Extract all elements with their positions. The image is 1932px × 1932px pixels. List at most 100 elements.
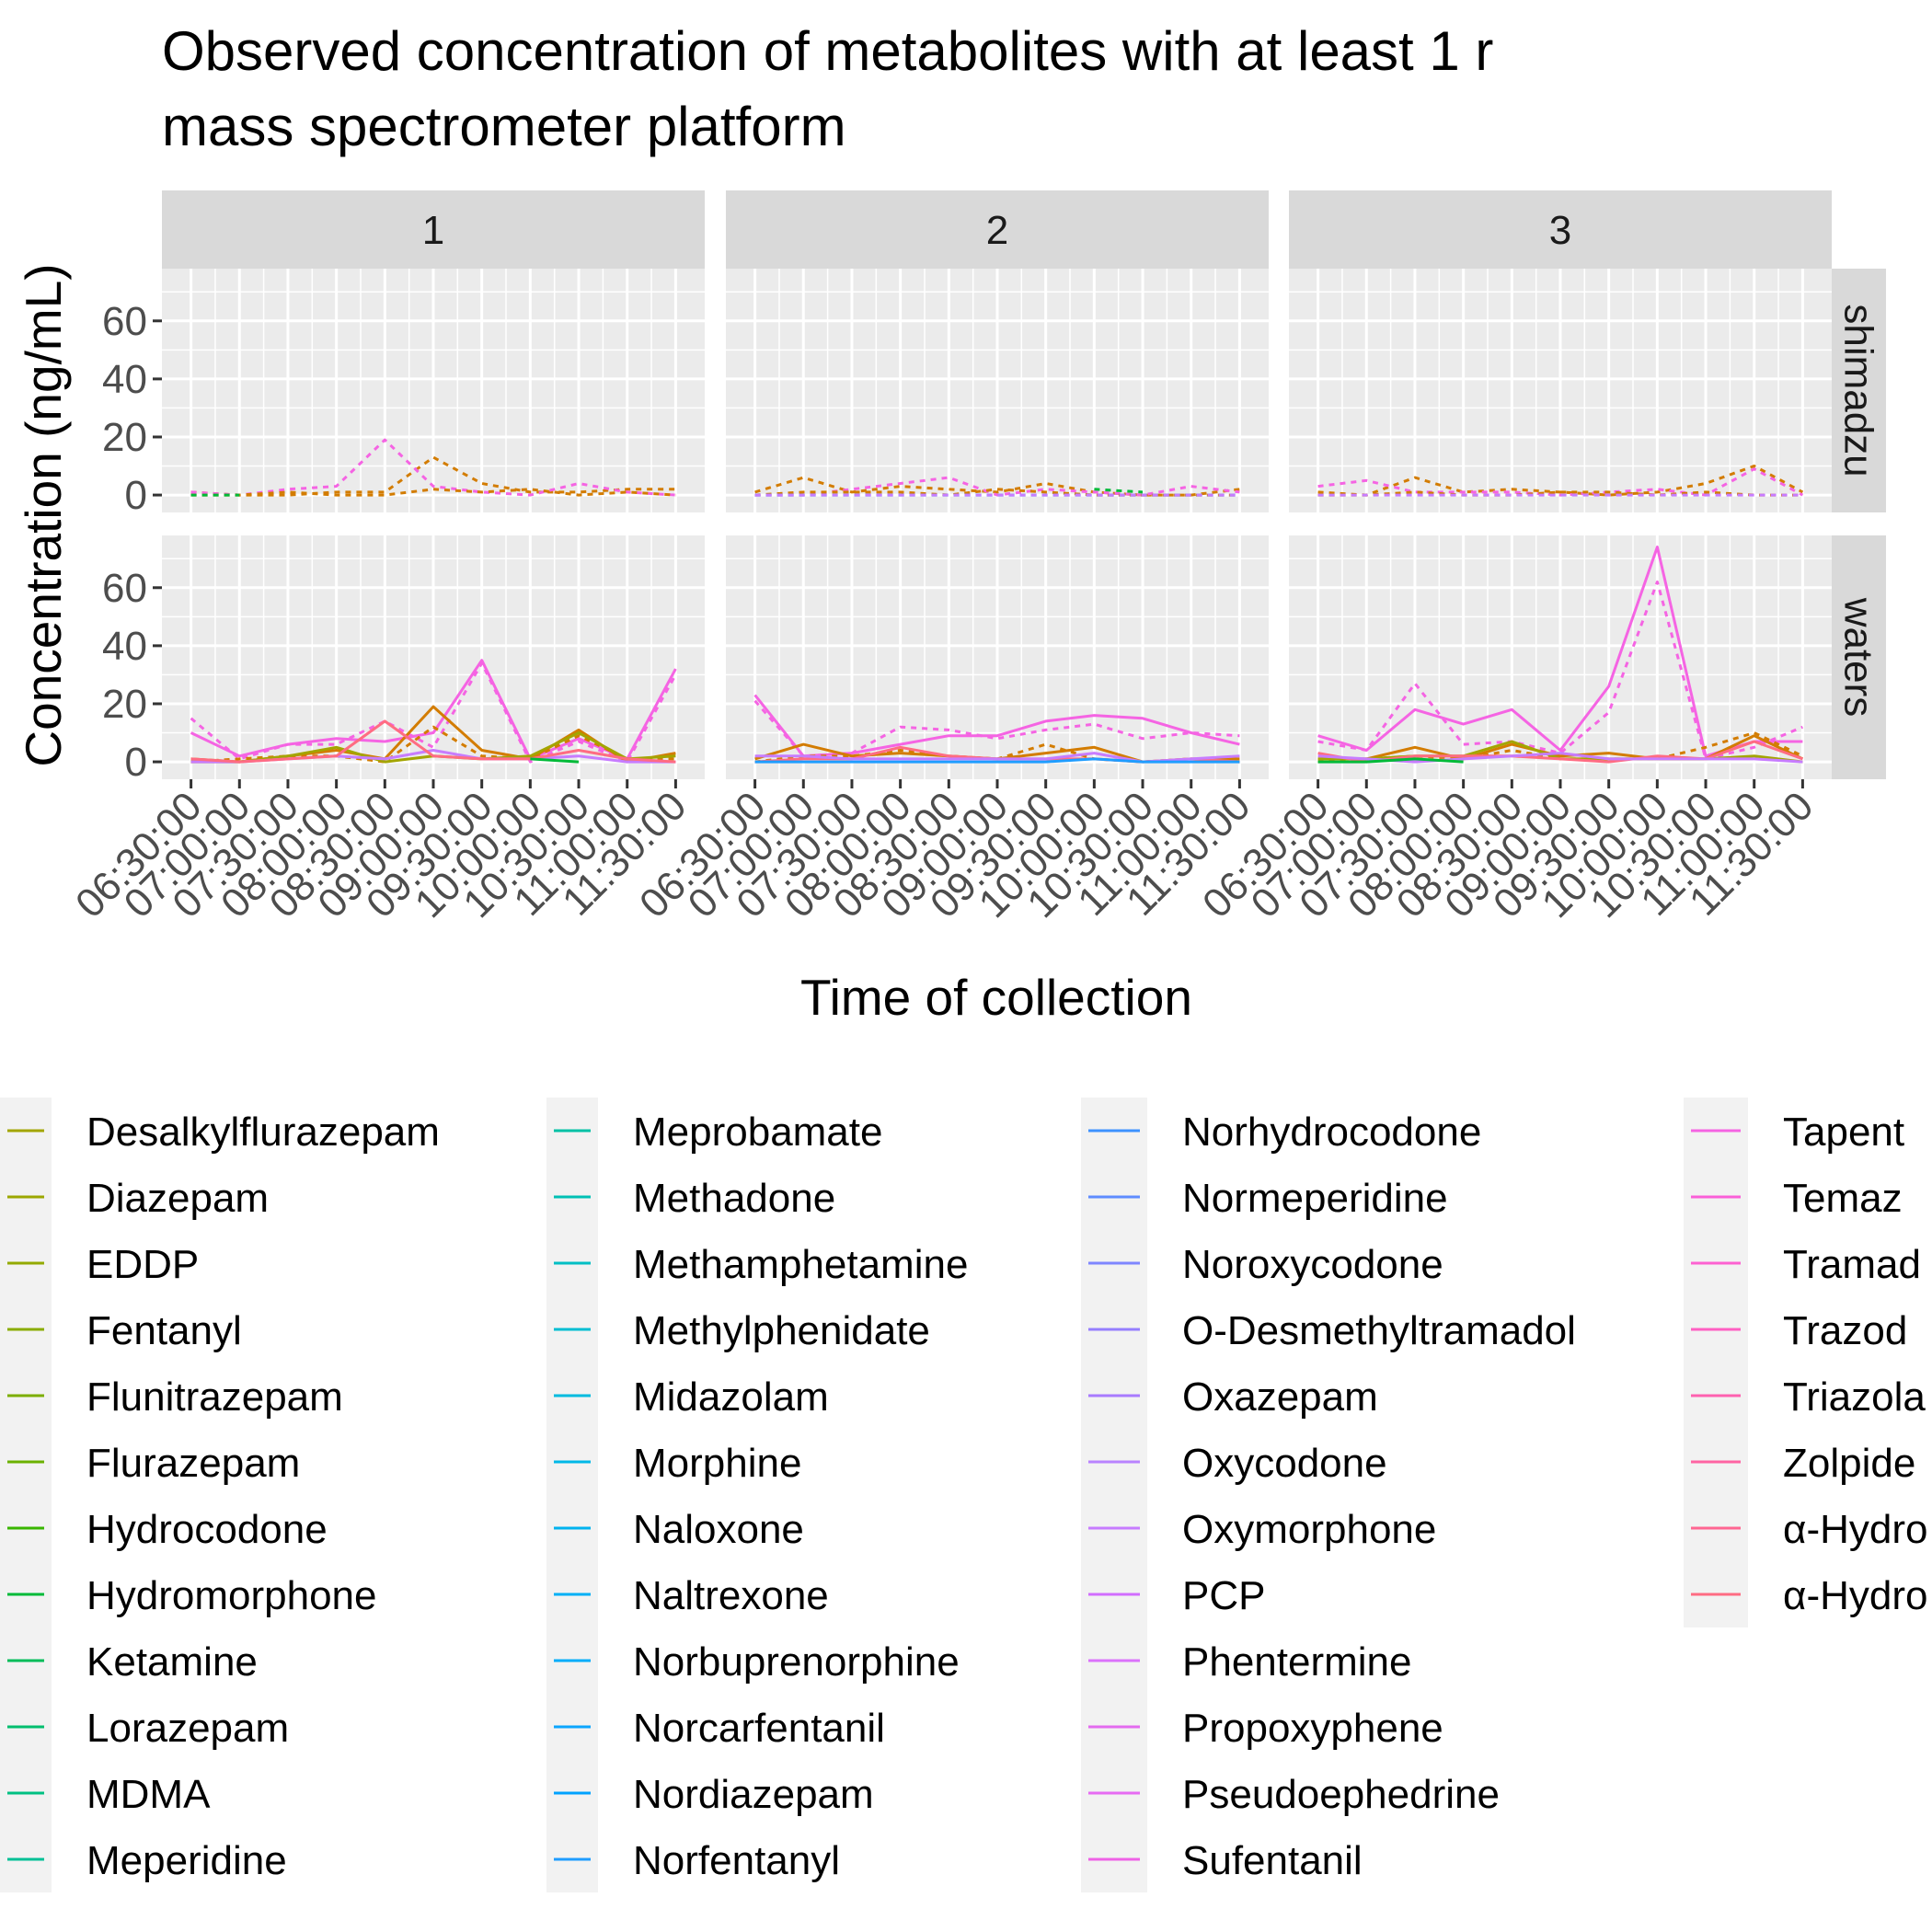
legend-label: EDDP (86, 1242, 199, 1287)
legend-item: Norcarfentanil (554, 1706, 885, 1751)
legend-item: Pseudoephedrine (1088, 1772, 1500, 1817)
legend-item: Fentanyl (7, 1308, 242, 1353)
legend-label: Midazolam (633, 1374, 829, 1420)
legend-item: Nordiazepam (554, 1772, 874, 1817)
series-line (1317, 465, 1804, 497)
legend-label: Flunitrazepam (86, 1374, 343, 1420)
legend-key-background (1081, 1098, 1147, 1892)
legend-item: MDMA (7, 1772, 211, 1817)
legend-label: Noroxycodone (1182, 1242, 1443, 1287)
y-tick-label: 60 (102, 299, 147, 344)
series-line (754, 757, 1240, 764)
legend-label: Phentermine (1182, 1639, 1411, 1685)
legend-item: Oxycodone (1088, 1441, 1387, 1486)
legend-item: Zolpide (1691, 1441, 1915, 1486)
legend-label: Diazepam (86, 1176, 269, 1221)
legend-item: Midazolam (554, 1374, 829, 1420)
legend-label: Norcarfentanil (633, 1706, 885, 1751)
series-line (190, 488, 676, 497)
legend-label: Normeperidine (1182, 1176, 1448, 1221)
series-line (1317, 734, 1804, 761)
series-line (1317, 740, 1803, 764)
legend-item: Naloxone (554, 1507, 804, 1552)
legend-item: Trazod (1691, 1308, 1907, 1353)
series-line (1317, 581, 1803, 761)
legend-label: Naltrexone (633, 1573, 829, 1618)
legend-item: Phentermine (1088, 1639, 1411, 1685)
legend-label: α-Hydro (1783, 1573, 1927, 1618)
legend-item: Tramad (1691, 1242, 1921, 1287)
legend-label: Nordiazepam (633, 1772, 874, 1817)
y-tick-label: 0 (125, 740, 147, 785)
y-tick-label: 20 (102, 415, 147, 460)
legend-label: Meperidine (86, 1838, 287, 1883)
y-tick-label: 40 (102, 357, 147, 402)
chart-subtitle: mass spectrometer platform (162, 96, 846, 157)
series-line (754, 488, 1240, 497)
series-line (1317, 490, 1803, 497)
legend-key-background (0, 1098, 52, 1892)
facet-strip-label: waters (1836, 597, 1881, 718)
facet-strip-label: shimadzu (1836, 304, 1881, 477)
panel-2-shimadzu (726, 269, 1269, 512)
legend-label: Hydrocodone (86, 1507, 328, 1552)
legend-item: Meperidine (7, 1838, 287, 1883)
legend-label: PCP (1182, 1573, 1265, 1618)
panel-2-waters: 06:30:0007:00:0007:30:0008:00:0008:30:00… (631, 535, 1269, 926)
legend-item: Noroxycodone (1088, 1242, 1443, 1287)
legend-item: Meprobamate (554, 1110, 882, 1155)
legend-item: Hydromorphone (7, 1573, 377, 1618)
legend-label: MDMA (86, 1772, 211, 1817)
series-line (1317, 757, 1464, 764)
facet-strip-2 (726, 190, 1269, 269)
legend-item: Flunitrazepam (7, 1374, 343, 1420)
series-line (1094, 488, 1144, 494)
y-tick-label: 0 (125, 473, 147, 518)
legend-label: Norfentanyl (633, 1838, 840, 1883)
legend-label: Flurazepam (86, 1441, 300, 1486)
series-line (190, 438, 676, 497)
legend-label: Temaz (1783, 1176, 1903, 1221)
legend: Desalkylflurazepam Diazepam EDDP Fentanyl Fl… (0, 1098, 1927, 1892)
legend-label: O-Desmethyltramadol (1182, 1308, 1576, 1353)
legend-item: Triazola (1691, 1374, 1926, 1420)
legend-item: Naltrexone (554, 1573, 829, 1618)
legend-label: Norhydrocodone (1182, 1110, 1481, 1155)
legend-item: α-Hydro (1691, 1573, 1927, 1618)
legend-label: Oxazepam (1182, 1374, 1378, 1420)
series-line (753, 694, 1240, 758)
legend-label: Tramad (1783, 1242, 1921, 1287)
legend-item: Lorazepam (7, 1706, 289, 1751)
legend-label: Tapent (1783, 1110, 1904, 1155)
legend-item: EDDP (7, 1242, 199, 1287)
facet-strip-waters (1831, 535, 1886, 779)
legend-label: Hydromorphone (86, 1573, 377, 1618)
legend-label: Propoxyphene (1182, 1706, 1443, 1751)
facet-strip-3 (1289, 190, 1832, 269)
legend-item: Normeperidine (1088, 1176, 1448, 1221)
legend-item: Oxazepam (1088, 1374, 1378, 1420)
series-line (190, 455, 676, 497)
facet-strip-label: 1 (422, 208, 444, 253)
facet-strip-label: 2 (986, 208, 1008, 253)
legend-item: α-Hydro (1691, 1507, 1927, 1552)
legend-label: Norbuprenorphine (633, 1639, 960, 1685)
panel-1-waters: 020406006:30:0007:00:0007:30:0008:00:000… (67, 535, 705, 926)
legend-key-background (1684, 1098, 1748, 1627)
legend-label: α-Hydro (1783, 1507, 1927, 1552)
legend-item: Morphine (554, 1441, 801, 1486)
series-line (190, 719, 676, 764)
legend-label: Ketamine (86, 1639, 258, 1685)
legend-label: Triazola (1783, 1374, 1926, 1420)
y-tick-label: 40 (102, 624, 147, 669)
legend-item: Flurazepam (7, 1441, 300, 1486)
legend-item: PCP (1088, 1573, 1265, 1618)
legend-label: Methadone (633, 1176, 835, 1221)
x-axis-title: Time of collection (800, 969, 1192, 1026)
legend-item: Sufentanil (1088, 1838, 1363, 1883)
facet-strip-shimadzu (1831, 269, 1886, 512)
series-line (530, 757, 580, 764)
legend-label: Oxymorphone (1182, 1507, 1436, 1552)
panel-3-waters: 06:30:0007:00:0007:30:0008:00:0008:30:00… (1194, 535, 1832, 926)
facet-panels: 1 2 3 shimadzu waters 0 20 40 60 0 20 40 60 06:30:000… (67, 190, 1886, 926)
